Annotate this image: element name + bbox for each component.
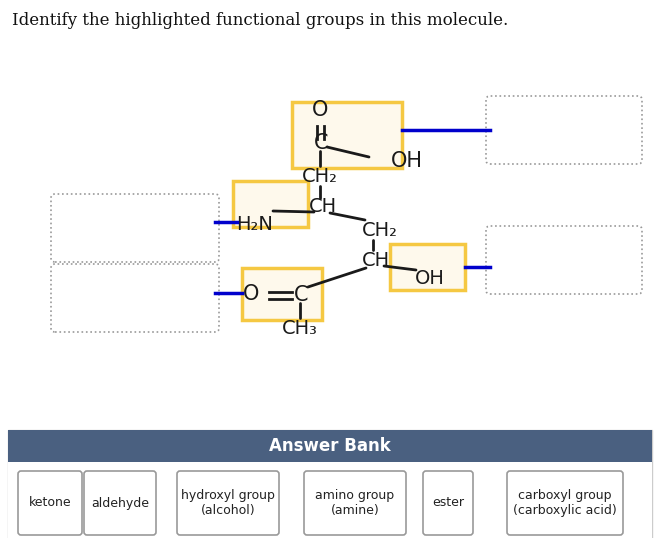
Bar <box>8 430 652 538</box>
Bar <box>8 430 652 462</box>
Text: amino group
(amine): amino group (amine) <box>315 489 395 517</box>
Bar <box>8 462 652 538</box>
Text: CH: CH <box>309 196 337 216</box>
Text: C: C <box>294 285 308 305</box>
Text: CH₃: CH₃ <box>282 318 318 337</box>
Text: O: O <box>243 284 259 304</box>
FancyBboxPatch shape <box>486 226 642 294</box>
Text: C: C <box>314 133 328 153</box>
Text: ketone: ketone <box>28 497 71 509</box>
Text: hydroxyl group
(alcohol): hydroxyl group (alcohol) <box>181 489 275 517</box>
Text: carboxyl group
(carboxylic acid): carboxyl group (carboxylic acid) <box>513 489 617 517</box>
Text: aldehyde: aldehyde <box>91 497 149 509</box>
Text: CH₂: CH₂ <box>362 221 398 239</box>
Text: H₂N: H₂N <box>236 216 273 235</box>
Text: OH: OH <box>391 151 423 171</box>
FancyBboxPatch shape <box>84 471 156 535</box>
FancyBboxPatch shape <box>486 96 642 164</box>
FancyBboxPatch shape <box>507 471 623 535</box>
Text: OH: OH <box>415 268 445 287</box>
FancyBboxPatch shape <box>423 471 473 535</box>
FancyBboxPatch shape <box>177 471 279 535</box>
Bar <box>390 244 465 290</box>
Text: O: O <box>312 100 328 120</box>
Bar <box>233 181 308 227</box>
FancyBboxPatch shape <box>51 264 219 332</box>
Text: CH₂: CH₂ <box>302 166 338 186</box>
Text: ester: ester <box>432 497 464 509</box>
Text: Answer Bank: Answer Bank <box>269 437 391 455</box>
Bar <box>242 268 322 320</box>
Text: CH: CH <box>362 251 390 270</box>
FancyBboxPatch shape <box>51 194 219 262</box>
FancyBboxPatch shape <box>18 471 82 535</box>
FancyBboxPatch shape <box>304 471 406 535</box>
Bar <box>292 102 402 168</box>
Text: Identify the highlighted functional groups in this molecule.: Identify the highlighted functional grou… <box>12 12 508 29</box>
